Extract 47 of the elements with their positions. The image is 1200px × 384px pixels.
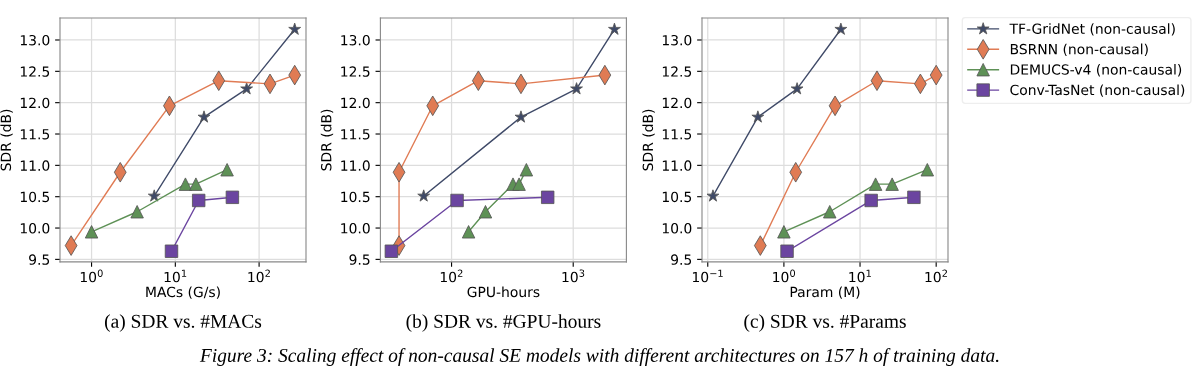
y-tick-label: 10.0 [662, 223, 692, 234]
y-tick-label: 11.0 [341, 160, 370, 171]
x-axis-title: GPU-hours [467, 286, 540, 298]
y-axis-title: SDR (dB) [0, 109, 13, 171]
legend-label: BSRNN (non-causal) [1010, 43, 1148, 56]
y-tick-label: 10.5 [341, 191, 370, 203]
text: (c) SDR vs. #Params [744, 314, 906, 332]
y-tick-label: 12.5 [20, 66, 50, 77]
y-tick-label: 12.0 [662, 97, 692, 109]
y-tick-label: 11.0 [20, 160, 50, 171]
text: (b) SDR vs. #GPU-hours [406, 314, 601, 332]
x-axis-title: Param (M) [790, 286, 860, 299]
y-tick-label: 11.5 [341, 129, 370, 140]
x-tick-label: 10$^{2}$ [925, 269, 947, 283]
y-tick-label: 12.0 [20, 97, 50, 109]
x-tick-label: 10$^{0}$ [80, 269, 103, 283]
y-tick-label: 9.5 [29, 254, 50, 265]
y-tick-label: 11.5 [20, 129, 50, 140]
y-tick-label: 12.0 [341, 97, 370, 109]
y-tick-label: 13.0 [20, 34, 50, 46]
legend-label: DEMUCS-v4 (non-causal) [1010, 64, 1182, 77]
y-tick-label: 10.0 [20, 223, 50, 234]
y-tick-label: 12.5 [341, 66, 370, 77]
y-axis-title: SDR (dB) [320, 109, 334, 171]
y-tick-label: 10.5 [20, 191, 50, 203]
legend-label: Conv-TasNet (non-causal) [1010, 84, 1185, 97]
x-tick-label: 10$^{3}$ [562, 269, 585, 283]
text: (a) SDR vs. #MACs [104, 314, 262, 332]
y-tick-label: 11.0 [662, 160, 692, 171]
x-axis-title: MACs (G/s) [146, 286, 220, 299]
y-tick-label: 13.0 [341, 34, 370, 46]
x-tick-label: 10$^{−1}$ [692, 269, 723, 283]
x-tick-label: 10$^{2}$ [248, 269, 270, 283]
y-tick-label: 11.5 [662, 129, 692, 140]
y-axis-title: SDR (dB) [642, 109, 655, 171]
x-tick-label: 10$^{0}$ [773, 269, 796, 283]
y-tick-label: 13.0 [662, 34, 692, 46]
x-tick-label: 10$^{1}$ [164, 269, 187, 283]
x-tick-label: 10$^{2}$ [440, 269, 463, 283]
legend-label: TF-GridNet (non-causal) [1009, 23, 1175, 36]
y-tick-label: 10.0 [341, 223, 370, 234]
y-tick-label: 12.5 [662, 66, 692, 77]
caption: Figure 3: Scaling effect of non-causal SE models with different architectures on 157 h of training data. [199, 348, 999, 366]
y-tick-label: 10.5 [662, 191, 692, 203]
y-tick-label: 9.5 [349, 254, 370, 265]
y-tick-label: 9.5 [671, 254, 692, 265]
x-tick-label: 10$^{1}$ [849, 269, 871, 283]
